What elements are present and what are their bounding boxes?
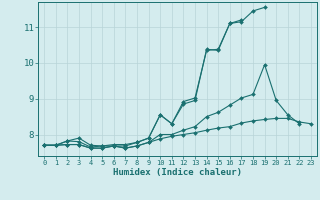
X-axis label: Humidex (Indice chaleur): Humidex (Indice chaleur) [113,168,242,177]
